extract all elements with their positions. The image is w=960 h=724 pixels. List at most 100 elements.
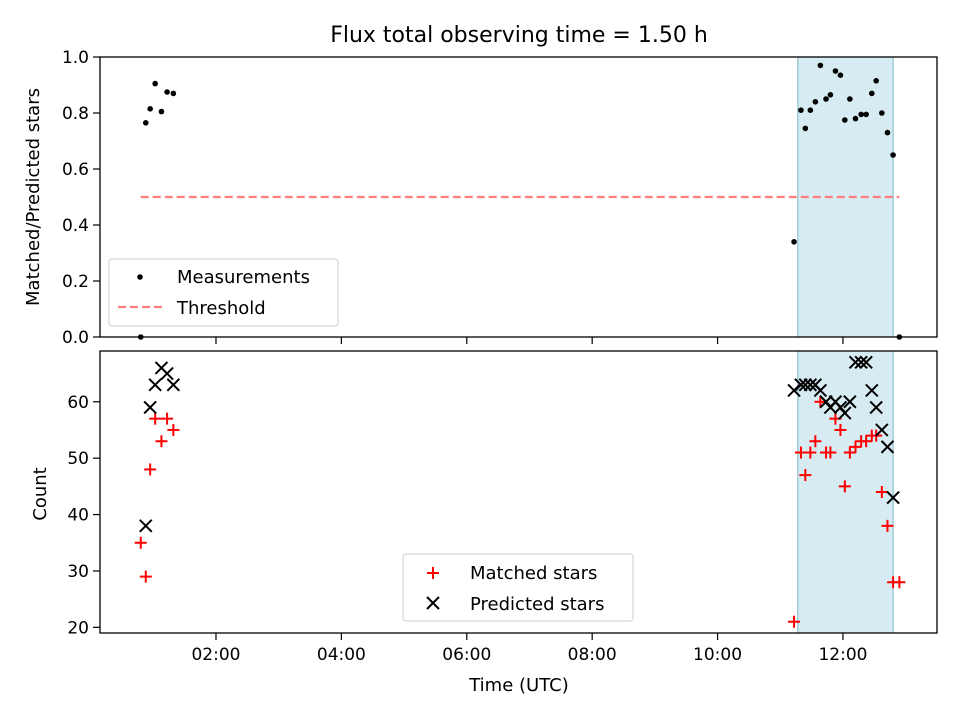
predicted-stars-point [859, 355, 873, 369]
count-legend: Matched stars Predicted stars [402, 553, 634, 622]
x-tick-label: 04:00 [317, 645, 366, 665]
matched-stars-point [860, 435, 873, 448]
measurement-point [863, 111, 869, 118]
y-tick-label: 20 [67, 618, 89, 638]
measurement-point [802, 125, 809, 132]
measurement-point [152, 80, 158, 87]
matched-stars-point [838, 480, 851, 493]
measurement-point [791, 239, 797, 245]
measurement-point [847, 96, 853, 102]
predicted-stars-point [869, 400, 883, 415]
measurement-point [879, 110, 885, 116]
matched-stars-point [824, 446, 837, 459]
matched-stars-point [834, 423, 847, 436]
predicted-stars-point [838, 406, 852, 420]
count-panel: 20 30 40 50 60 02:00 04:00 06:00 08:00 10:00 12:0… [30, 350, 938, 696]
measurement-point [837, 72, 844, 78]
legend-matched-label: Matched stars [470, 563, 597, 584]
count-y-axis-label: Count [30, 467, 51, 520]
y-tick-label: 1.0 [62, 48, 89, 68]
matched-stars-point [799, 469, 812, 482]
matched-stars-point [149, 412, 162, 425]
predicted-stars-point [166, 378, 181, 392]
y-tick-label: 40 [67, 506, 89, 526]
y-tick-label: 0.8 [62, 104, 89, 124]
predicted-stars-point [865, 383, 879, 398]
x-tick-label: 06:00 [442, 645, 491, 665]
measurement-point [852, 115, 859, 122]
measurement-point [158, 108, 165, 115]
predicted-stars-point [843, 395, 857, 409]
x-tick-label: 08:00 [568, 645, 617, 665]
matched-stars-point [139, 570, 152, 583]
x-tick-label: 10:00 [693, 645, 742, 665]
measurement-point [842, 117, 848, 123]
measurement-point [807, 107, 814, 113]
measurement-point [858, 111, 864, 118]
matched-stars-point [893, 576, 906, 589]
matched-stars-point [881, 519, 894, 532]
ratio-y-axis-label: Matched/Predicted stars [23, 88, 44, 306]
matched-stars-point [788, 615, 801, 628]
predicted-stars-point [160, 366, 174, 381]
predicted-stars-point [854, 355, 868, 369]
count-legend-box [402, 553, 634, 622]
legend-predicted-label: Predicted stars [470, 594, 604, 615]
count-axes-frame [99, 350, 938, 634]
matched-stars-point [875, 486, 888, 498]
y-tick-label: 0.0 [62, 328, 89, 348]
matched-stars-point [155, 435, 168, 448]
measurement-point [884, 129, 891, 136]
predicted-stars-point [813, 383, 828, 398]
x-axis-label: Time (UTC) [468, 675, 569, 696]
ratio-panel: 0.0 0.2 0.4 0.6 0.8 1.0 Matched/Predicted sta… [23, 48, 938, 348]
predicted-stars-point [148, 378, 162, 392]
predicted-stars-point [798, 378, 813, 392]
legend-predicted-marker [426, 596, 440, 610]
matched-stars-point [804, 446, 817, 459]
matched-stars-point [134, 536, 147, 549]
matched-stars-point [161, 412, 174, 425]
measurement-point [142, 120, 149, 126]
y-tick-label: 0.4 [62, 216, 89, 236]
predicted-stars-point [139, 519, 153, 533]
matched-stars-point [849, 440, 862, 453]
measurement-point [170, 90, 177, 97]
predicted-stars-point [143, 400, 157, 415]
predicted-stars-point [886, 490, 900, 505]
predicted-stars-point [880, 440, 895, 454]
ratio-axes-frame [99, 56, 938, 338]
legend-threshold-label: Threshold [176, 298, 266, 319]
matched-stars-point [809, 435, 822, 448]
predicted-stars-point [875, 423, 889, 437]
y-tick-label: 0.6 [62, 160, 89, 180]
measurement-point [812, 99, 819, 105]
measurement-point [798, 107, 804, 113]
measurement-point [868, 90, 875, 97]
predicted-stars-point [803, 378, 818, 392]
ratio-legend-box [108, 258, 339, 327]
measurement-point [817, 62, 824, 69]
measurement-point [164, 89, 170, 95]
measurement-point [827, 92, 834, 98]
y-tick-label: 0.2 [62, 272, 89, 292]
chart-title: Flux total observing time = 1.50 h [330, 23, 708, 48]
measurement-point [823, 96, 829, 102]
ratio-legend: Measurements Threshold [108, 258, 339, 327]
predicted-stars-point [848, 355, 863, 369]
legend-measurements-marker [137, 274, 143, 280]
measurement-point [890, 152, 896, 158]
measurement-point [873, 78, 879, 84]
y-tick-label: 30 [67, 562, 89, 582]
x-tick-label: 12:00 [818, 645, 867, 665]
y-tick-label: 50 [67, 449, 89, 469]
matched-stars-point [144, 463, 157, 476]
legend-matched-marker [427, 567, 439, 579]
matched-stars-point [167, 423, 180, 436]
matched-stars-point [843, 446, 856, 459]
measurement-point [147, 106, 153, 112]
x-tick-label: 02:00 [191, 645, 240, 665]
measurement-point [832, 68, 839, 74]
